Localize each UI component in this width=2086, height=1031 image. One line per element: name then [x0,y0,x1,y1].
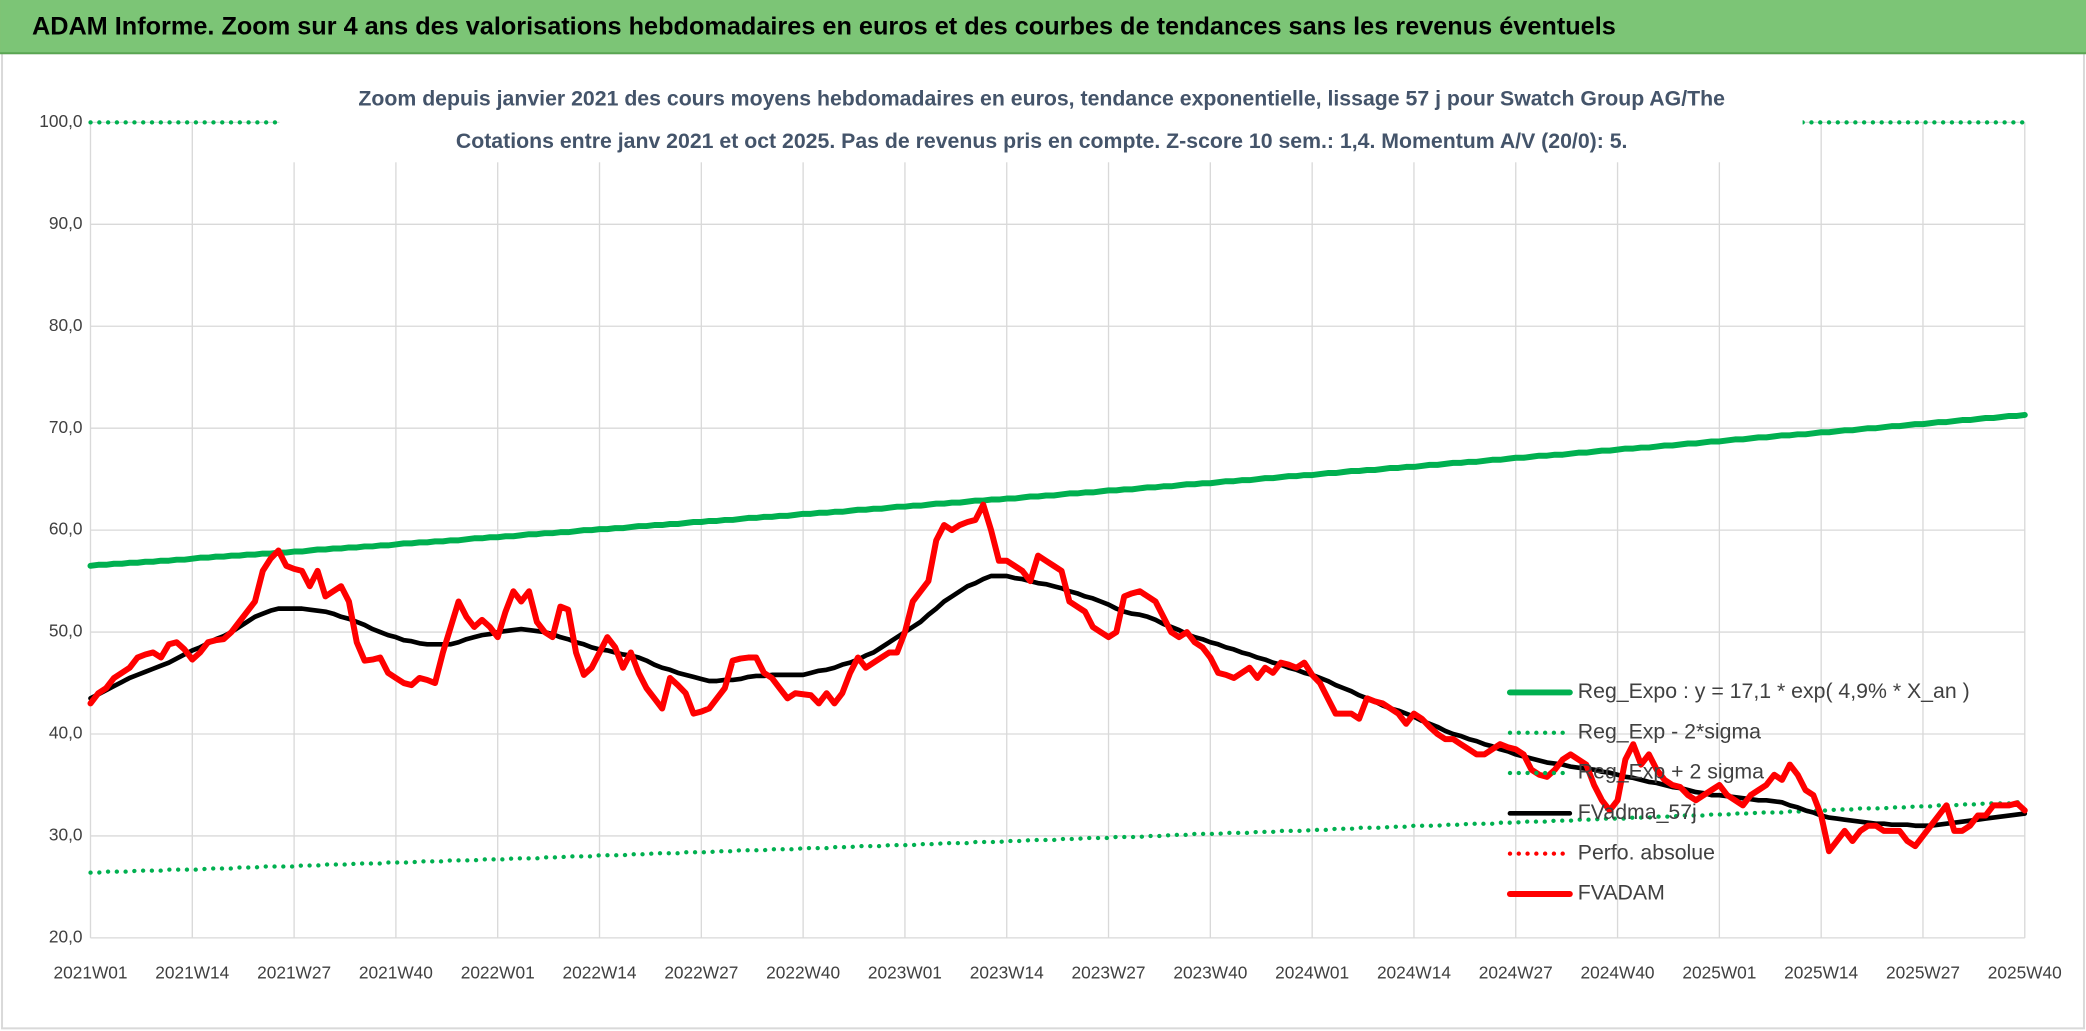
legend-label: FVADAM [1578,881,1665,905]
y-tick-label: 80,0 [49,315,83,335]
y-tick-label: 40,0 [49,723,83,743]
x-tick-label: 2022W27 [664,962,738,982]
x-tick-label: 2023W01 [868,962,942,982]
legend-label: Reg_Expo : y = 17,1 * exp( 4,9% * X_an ) [1578,679,1970,703]
y-tick-label: 90,0 [49,213,83,233]
y-tick-label: 60,0 [49,519,83,539]
y-tick-label: 30,0 [49,825,83,845]
header-title: ADAM Informe. Zoom sur 4 ans des valoris… [32,13,1616,41]
legend-label: FVadma_57j [1578,800,1697,824]
legend-label: Reg_Exp - 2*sigma [1578,719,1761,743]
series-line [87,411,2028,569]
x-tick-label: 2024W27 [1479,962,1553,982]
x-tick-label: 2023W14 [970,962,1044,982]
y-tick-label: 100,0 [39,111,82,131]
x-tick-label: 2022W40 [766,962,840,982]
x-tick-label: 2021W14 [155,962,229,982]
series-line [88,800,2027,875]
y-tick-label: 50,0 [49,621,83,641]
legend-label: Reg_Exp + 2 sigma [1578,760,1764,784]
x-tick-label: 2023W27 [1072,962,1146,982]
x-tick-label: 2023W40 [1173,962,1247,982]
x-tick-label: 2025W27 [1886,962,1960,982]
legend: Reg_Expo : y = 17,1 * exp( 4,9% * X_an )… [1506,679,1970,905]
header-bar [0,0,2086,54]
x-tick-label: 2025W01 [1682,962,1756,982]
y-tick-label: 70,0 [49,417,83,437]
x-tick-label: 2024W14 [1377,962,1451,982]
x-tick-label: 2021W01 [53,962,127,982]
x-tick-label: 2021W40 [359,962,433,982]
y-tick-label: 20,0 [49,926,83,946]
x-tick-label: 2022W14 [563,962,637,982]
title-background [279,77,1803,163]
x-tick-label: 2022W01 [461,962,535,982]
series-line [87,501,2028,855]
chart-subtitle: Cotations entre janv 2021 et oct 2025. P… [456,129,1628,153]
x-tick-label: 2024W01 [1275,962,1349,982]
x-tick-label: 2021W27 [257,962,331,982]
chart-title: Zoom depuis janvier 2021 des cours moyen… [358,86,1725,110]
x-tick-label: 2025W40 [1988,962,2062,982]
legend-label: Perfo. absolue [1578,840,1715,864]
x-tick-label: 2024W40 [1581,962,1655,982]
x-tick-label: 2025W14 [1784,962,1858,982]
